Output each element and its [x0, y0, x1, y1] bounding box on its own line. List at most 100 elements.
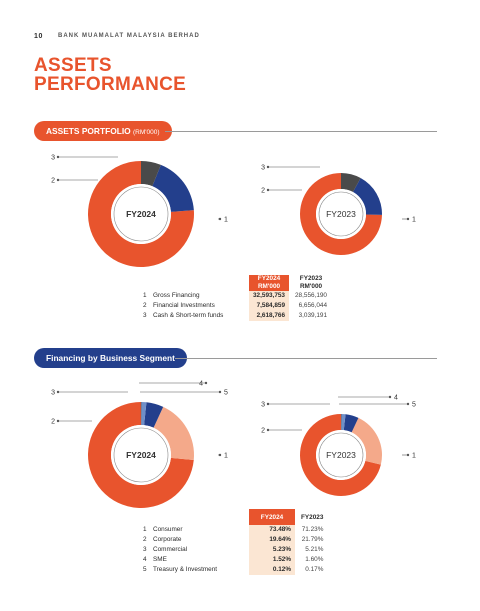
table-row: 1 Consumer 73.48% 71.23% — [143, 525, 323, 535]
category-label: 3 — [261, 402, 265, 409]
donut-inner-ring — [113, 427, 169, 483]
leader-dot — [266, 165, 270, 169]
table-row: 4 SME 1.52% 1.60% — [143, 555, 323, 565]
section-financing-segment-label: Financing by Business Segment — [46, 353, 175, 363]
page-title-line-1: ASSETS — [34, 55, 112, 76]
donut-slice — [153, 406, 194, 461]
table-header-fy2024: FY2024 — [249, 509, 295, 525]
donut-slice — [341, 173, 361, 193]
leader-dot — [204, 381, 208, 385]
leader-dot — [406, 453, 410, 457]
donut-slice — [300, 173, 382, 256]
financing-segment-table: FY2024 FY2023 1 Consumer 73.48% 71.23% 2… — [143, 509, 323, 575]
row-fy2023: 71.23% — [301, 526, 324, 533]
row-label: Cash & Short-term funds — [153, 312, 224, 319]
leader-dot — [56, 390, 60, 394]
category-label: 1 — [224, 453, 228, 460]
row-fy2023: 28,556,190 — [295, 292, 327, 299]
donut-hole — [111, 184, 171, 244]
table-header-fy2023: FY2023 RM'000 — [299, 275, 323, 290]
row-fy2024: 0.12% — [249, 565, 295, 575]
table-row: 3 Commercial 5.23% 5.21% — [143, 545, 323, 555]
leader-dot — [56, 419, 60, 423]
category-label: 2 — [51, 419, 55, 426]
donut-slice — [140, 401, 142, 426]
category-label: 5 — [224, 390, 228, 397]
row-number: 2 — [143, 536, 147, 543]
category-label: 1 — [412, 217, 416, 224]
row-fy2024: 73.48% — [249, 525, 295, 535]
table-header-row: FY2024 FY2023 — [143, 509, 323, 525]
row-number: 5 — [143, 566, 147, 573]
section-financing-segment-title: Financing by Business Segment — [34, 348, 187, 368]
leader-dot — [388, 395, 392, 399]
leader-dot — [56, 155, 60, 159]
category-label: 4 — [394, 395, 398, 402]
leader-dot — [266, 402, 270, 406]
leader-dot — [218, 390, 222, 394]
table-row: 2 Financial Investments 7,584,859 6,656,… — [143, 301, 327, 311]
donut-inner-ring — [113, 186, 169, 242]
table-header-row: FY2024 RM'000 FY2023 RM'000 — [143, 275, 327, 291]
row-fy2023: 21.79% — [301, 536, 324, 543]
donut-slice — [88, 402, 194, 508]
row-label: Consumer — [153, 526, 183, 533]
donut-hole — [316, 189, 366, 239]
leader-dot — [266, 428, 270, 432]
category-label: 3 — [261, 165, 265, 172]
row-label: SME — [153, 556, 167, 563]
section-divider — [165, 131, 437, 132]
page-title-line-2: PERFORMANCE — [34, 74, 187, 95]
table-row: 2 Corporate 19.64% 21.79% — [143, 535, 323, 545]
category-label: 3 — [51, 390, 55, 397]
row-label: Treasury & Investment — [153, 566, 218, 573]
table-row: 1 Gross Financing 32,593,753 28,556,190 — [143, 291, 327, 301]
leader-dot — [218, 217, 222, 221]
row-fy2023: 1.60% — [305, 556, 324, 563]
category-label: 1 — [412, 453, 416, 460]
donut-slice — [141, 402, 147, 426]
donut-hole — [316, 430, 366, 480]
category-label: 2 — [261, 188, 265, 195]
row-fy2024: 2,618,766 — [249, 311, 289, 321]
assets-portfolio-table: FY2024 RM'000 FY2023 RM'000 1 Gross Fina… — [143, 275, 327, 321]
category-label: 2 — [51, 178, 55, 185]
row-number: 3 — [143, 546, 147, 553]
category-label: 1 — [224, 217, 228, 224]
row-number: 1 — [143, 292, 147, 299]
table-header-fy2024: FY2024 RM'000 — [249, 275, 289, 291]
row-fy2024: 32,593,753 — [249, 291, 289, 301]
donut-inner-ring — [318, 191, 364, 237]
leader-dot — [266, 188, 270, 192]
donut-slice — [351, 417, 382, 465]
donut-slice — [144, 402, 164, 428]
category-label: 5 — [412, 402, 416, 409]
section-divider — [175, 358, 437, 359]
donut-slice — [152, 164, 194, 212]
donut-hole — [111, 425, 171, 485]
row-number: 1 — [143, 526, 147, 533]
donut-center-label: FY2023 — [326, 450, 356, 460]
row-number: 2 — [143, 302, 147, 309]
table-row: 5 Treasury & Investment 0.12% 0.17% — [143, 565, 323, 575]
table-header-fy2023: FY2023 — [301, 513, 324, 521]
donut-slice — [341, 414, 346, 431]
table-row: 3 Cash & Short-term funds 2,618,766 3,03… — [143, 311, 327, 321]
category-label: 2 — [261, 428, 265, 435]
running-header: BANK MUAMALAT MALAYSIA BERHAD — [58, 33, 200, 39]
row-fy2024: 1.52% — [249, 555, 295, 565]
donut-slice — [343, 414, 359, 433]
category-label: 3 — [51, 155, 55, 162]
category-label: 4 — [199, 381, 203, 388]
donut-center-label: FY2024 — [126, 450, 156, 460]
section-assets-portfolio-label: ASSETS PORTFOLIO — [46, 126, 131, 136]
row-fy2023: 3,039,191 — [298, 312, 327, 319]
row-label: Gross Financing — [153, 292, 200, 299]
row-label: Corporate — [153, 536, 182, 543]
row-fy2023: 5.21% — [305, 546, 324, 553]
row-number: 4 — [143, 556, 147, 563]
row-fy2024: 7,584,859 — [249, 301, 289, 311]
leader-dot — [218, 453, 222, 457]
donut-slice — [352, 178, 382, 215]
